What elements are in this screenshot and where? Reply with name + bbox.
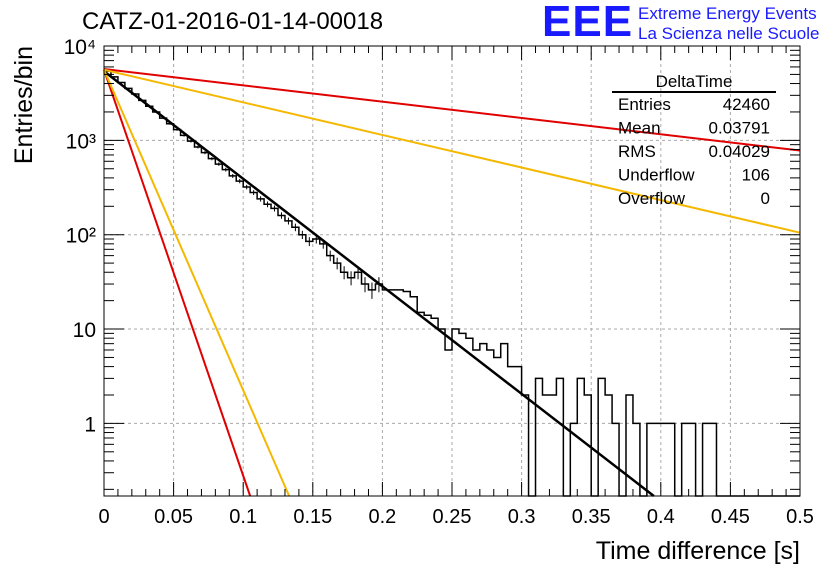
fit-curve bbox=[103, 69, 291, 497]
eee-logo: EEE Extreme Energy Events La Scienza nel… bbox=[542, 0, 832, 46]
fit-curve bbox=[103, 70, 655, 497]
x-tick-label: 0.25 bbox=[433, 506, 472, 528]
stats-rows: Entries 42460 Mean 0.03791 RMS 0.04029 Underfl… bbox=[618, 95, 770, 208]
stats-box: DeltaTime Entries 42460 Mean 0.03791 RMS 0.04… bbox=[612, 72, 776, 208]
x-tick-labels: 0 0.05 0.1 0.15 0.2 0.25 0.3 0.35 0.4 0.45 0.5 bbox=[98, 506, 813, 528]
y-tick-label: 10² bbox=[66, 225, 96, 248]
y-tick-labels: 1 10 10² 10³ 10⁴ bbox=[64, 36, 96, 436]
y-tick-label: 10⁴ bbox=[64, 36, 96, 59]
x-tick-label: 0.15 bbox=[293, 506, 332, 528]
axis-ticks bbox=[103, 45, 801, 496]
stats-row-label: Underflow bbox=[618, 166, 695, 185]
stats-title: DeltaTime bbox=[656, 72, 733, 91]
stats-row-value: 106 bbox=[742, 166, 770, 185]
y-axis-label: Entries/bin bbox=[10, 46, 38, 164]
x-tick-label: 0.2 bbox=[368, 506, 396, 528]
logo-line-1: Extreme Energy Events bbox=[638, 4, 817, 23]
stats-row-value: 42460 bbox=[723, 95, 770, 114]
x-tick-label: 0 bbox=[98, 506, 109, 528]
logo-line-2: La Scienza nelle Scuole bbox=[638, 24, 820, 43]
fit-curve bbox=[103, 68, 801, 152]
y-tick-label: 1 bbox=[84, 413, 96, 436]
y-tick-label: 10 bbox=[73, 319, 96, 342]
chart-title: CATZ-01-2016-01-14-00018 bbox=[82, 8, 384, 35]
stats-row-value: 0.04029 bbox=[709, 142, 770, 161]
x-tick-label: 0.05 bbox=[154, 506, 193, 528]
y-tick-label: 10³ bbox=[66, 130, 96, 153]
x-tick-label: 0.35 bbox=[572, 506, 611, 528]
fit-curves bbox=[103, 68, 801, 497]
grid bbox=[104, 46, 800, 496]
x-tick-label: 0.5 bbox=[786, 506, 814, 528]
stats-row-value: 0 bbox=[761, 189, 770, 208]
x-tick-label: 0.3 bbox=[508, 506, 536, 528]
x-tick-label: 0.45 bbox=[711, 506, 750, 528]
histogram bbox=[104, 70, 800, 497]
logo-mark: EEE bbox=[542, 0, 634, 46]
stats-row-label: Mean bbox=[618, 119, 661, 138]
x-tick-label: 0.1 bbox=[229, 506, 257, 528]
stats-row-label: Entries bbox=[618, 95, 671, 114]
stats-row-label: Overflow bbox=[618, 189, 686, 208]
x-tick-label: 0.4 bbox=[647, 506, 675, 528]
fit-curve bbox=[103, 68, 801, 234]
histogram-outline bbox=[104, 70, 800, 497]
x-axis-label: Time difference [s] bbox=[596, 537, 800, 565]
stats-row-label: RMS bbox=[618, 142, 656, 161]
stats-row-value: 0.03791 bbox=[709, 119, 770, 138]
fit-curve bbox=[103, 69, 252, 497]
